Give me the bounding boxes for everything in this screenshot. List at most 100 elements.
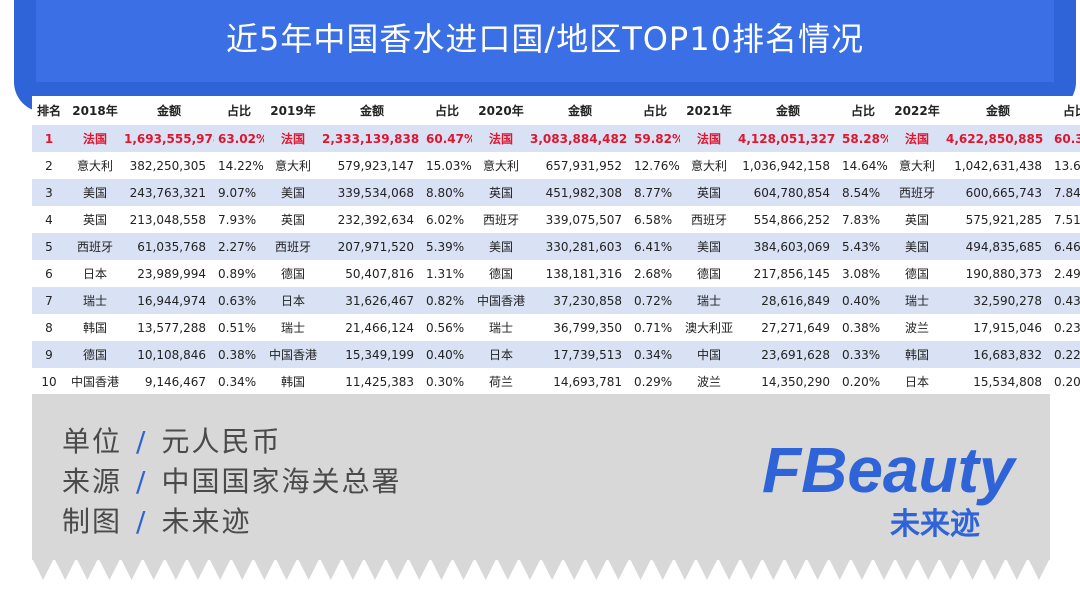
table-cell: 西班牙 [680,206,738,233]
table-cell: 0.40% [838,287,888,314]
table-cell: 8.80% [422,179,472,206]
table-cell: 17,915,046 [946,314,1050,341]
table-cell: 8.77% [630,179,680,206]
header-cell: 2018年 [66,96,124,125]
table-cell: 6.02% [422,206,472,233]
author-value: 未来迹 [161,505,252,538]
table-cell: 法国 [264,125,322,152]
table-cell: 意大利 [888,152,946,179]
table-cell: 0.82% [422,287,472,314]
table-cell: 10,108,846 [124,341,214,368]
header-cell: 占比 [214,96,264,125]
table-body: 1 法国 1,693,555,978 63.02% 法国 2,333,139,838 60.… [32,125,1080,395]
table-cell: 2,333,139,838 [322,125,422,152]
table-cell: 0.29% [630,368,680,395]
header-cell: 占比 [838,96,888,125]
table-cell: 23,691,628 [738,341,838,368]
table-cell: 32,590,278 [946,287,1050,314]
table-cell: 波兰 [680,368,738,395]
zigzag-edge [32,558,1050,580]
table-cell: 2.49% [1050,260,1080,287]
page-title: 近5年中国香水进口国/地区TOP10排名情况 [226,20,864,58]
table-cell: 8 [32,314,66,341]
table-cell: 579,923,147 [322,152,422,179]
table-cell: 15.03% [422,152,472,179]
table-cell: 190,880,373 [946,260,1050,287]
table-cell: 1,036,942,158 [738,152,838,179]
table-cell: 339,075,507 [530,206,630,233]
table-cell: 法国 [888,125,946,152]
table-cell: 0.40% [422,341,472,368]
table-cell: 瑞士 [888,287,946,314]
table-cell: 法国 [66,125,124,152]
table-cell: 9 [32,341,66,368]
table-cell: 0.71% [630,314,680,341]
table-cell: 美国 [472,233,530,260]
table-cell: 法国 [680,125,738,152]
table-cell: 美国 [264,179,322,206]
table-row: 1 法国 1,693,555,978 63.02% 法国 2,333,139,838 60.… [32,125,1080,152]
table-cell: 207,971,520 [322,233,422,260]
table-cell: 7.83% [838,206,888,233]
table-cell: 330,281,603 [530,233,630,260]
header-cell: 金额 [946,96,1050,125]
table-cell: 11,425,383 [322,368,422,395]
table-row: 6 日本 23,989,994 0.89% 德国 50,407,816 1.31% 德国 138… [32,260,1080,287]
table-cell: 604,780,854 [738,179,838,206]
table-cell: 10 [32,368,66,395]
table-cell: 3,083,884,482 [530,125,630,152]
table-cell: 德国 [680,260,738,287]
table-cell: 韩国 [66,314,124,341]
table-cell: 4,128,051,327 [738,125,838,152]
table-cell: 英国 [680,179,738,206]
table-cell: 1 [32,125,66,152]
table-cell: 0.30% [422,368,472,395]
unit-separator: / [136,425,148,458]
table-cell: 13,577,288 [124,314,214,341]
logo-subtitle: 未来迹 [890,507,980,540]
author-separator: / [136,505,148,538]
table-cell: 英国 [66,206,124,233]
table-cell: 7.51% [1050,206,1080,233]
table-cell: 63.02% [214,125,264,152]
table-cell: 英国 [888,206,946,233]
header-cell: 金额 [322,96,422,125]
table-cell: 波兰 [888,314,946,341]
header-cell: 金额 [124,96,214,125]
table-cell: 16,944,974 [124,287,214,314]
table-cell: 7 [32,287,66,314]
table-cell: 英国 [264,206,322,233]
table-cell: 494,835,685 [946,233,1050,260]
footer-panel: 单位 / 元人民币 来源 / 中国国家海关总署 制图 / 未来迹 FBeauty 未来迹 [32,394,1050,560]
header-cell: 占比 [422,96,472,125]
table-cell: 德国 [888,260,946,287]
table-cell: 美国 [680,233,738,260]
table-cell: 韩国 [264,368,322,395]
table-cell: 13.60% [1050,152,1080,179]
table-cell: 0.72% [630,287,680,314]
table-cell: 德国 [472,260,530,287]
table-cell: 36,799,350 [530,314,630,341]
table-cell: 6.41% [630,233,680,260]
table-cell: 600,665,743 [946,179,1050,206]
table-cell: 21,466,124 [322,314,422,341]
header-cell: 金额 [738,96,838,125]
source-line: 来源 / 中国国家海关总署 [62,460,401,500]
table-cell: 意大利 [680,152,738,179]
table-cell: 6 [32,260,66,287]
table-cell: 西班牙 [264,233,322,260]
table-cell: 1,042,631,438 [946,152,1050,179]
unit-value: 元人民币 [161,425,282,458]
table-cell: 意大利 [66,152,124,179]
table-cell: 37,230,858 [530,287,630,314]
table-cell: 中国香港 [264,341,322,368]
table-cell: 575,921,285 [946,206,1050,233]
table-cell: 7.84% [1050,179,1080,206]
table-cell: 657,931,952 [530,152,630,179]
table-cell: 0.63% [214,287,264,314]
table-cell: 0.22% [1050,341,1080,368]
ranking-table-container: 排名 2018年 金额 占比 2019年 金额 占比 2020年 金额 占比 2021年 金额 占比 20… [32,96,1080,395]
title-banner-inner [36,0,1054,82]
table-cell: 0.38% [214,341,264,368]
header-cell: 2021年 [680,96,738,125]
